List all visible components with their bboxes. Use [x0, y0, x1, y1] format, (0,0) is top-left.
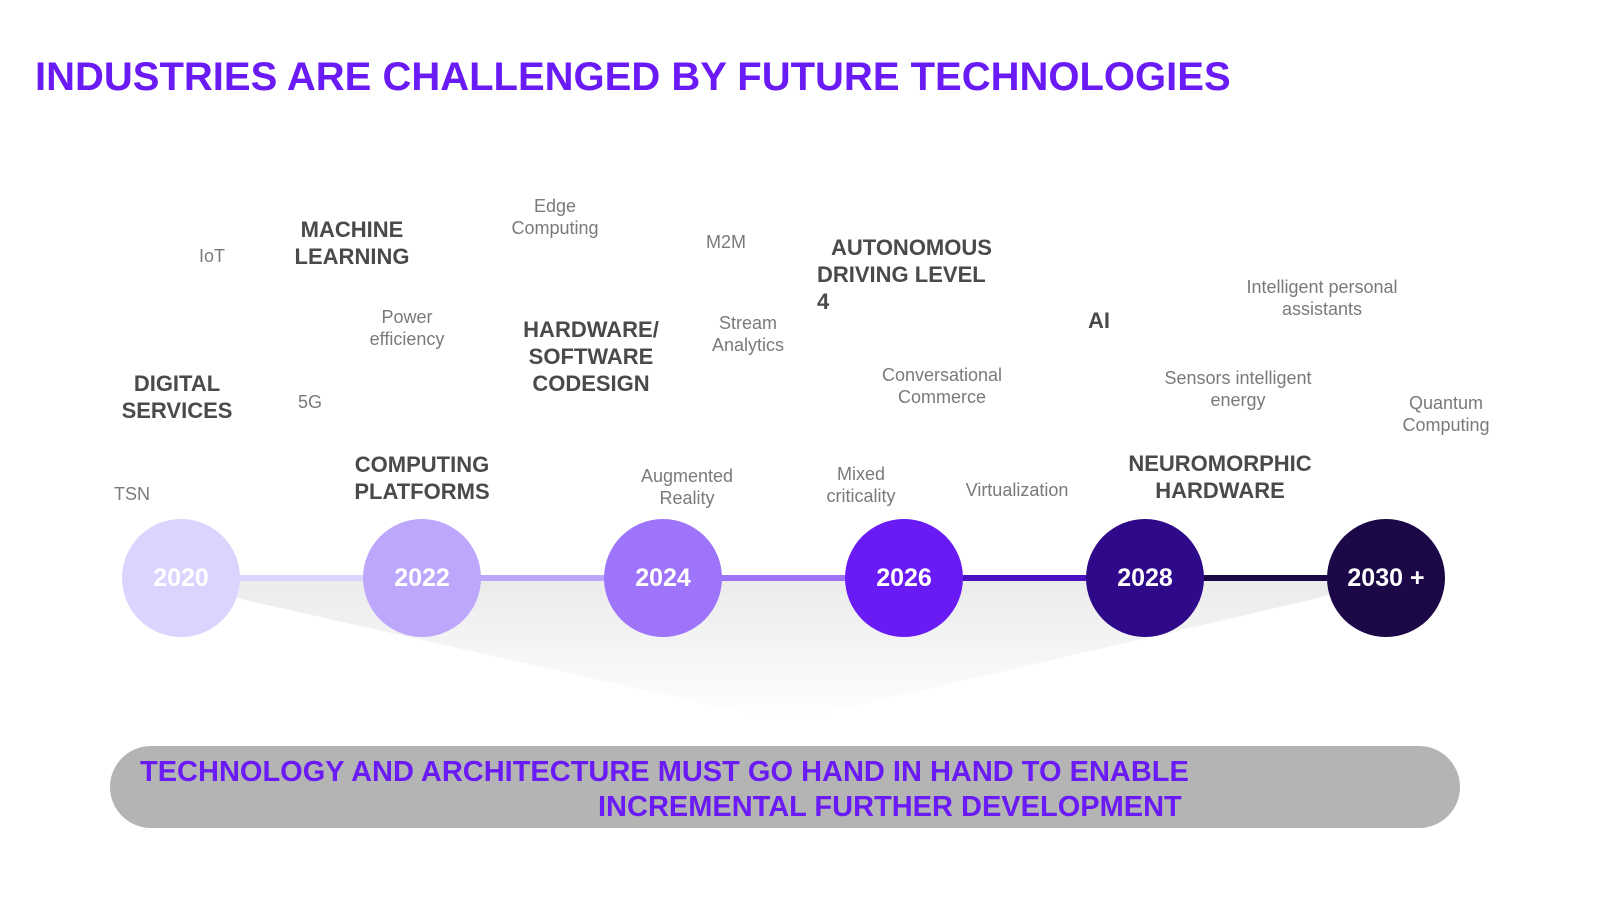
- year-label: 2020: [153, 563, 209, 592]
- label-machine-learning: MACHINE LEARNING: [295, 216, 410, 270]
- year-label: 2030 +: [1347, 563, 1425, 592]
- label-line: Commerce: [897, 387, 987, 407]
- label-line: MACHINE: [300, 217, 404, 242]
- label-line: Computing: [511, 218, 599, 238]
- label-m2m: M2M: [706, 231, 746, 253]
- conclusion-banner: [110, 746, 1460, 828]
- label-line: NEUROMORPHIC: [1128, 451, 1312, 476]
- label-stream-analytics: Stream Analytics: [712, 312, 784, 356]
- label-line: AUTONOMOUS: [831, 235, 992, 260]
- year-label: 2028: [1117, 563, 1173, 592]
- label-line: SOFTWARE: [528, 344, 654, 369]
- label-line: Intelligent personal: [1246, 277, 1398, 297]
- label-sensors-energy: Sensors intelligent energy: [1164, 367, 1311, 411]
- label-mixed-criticality: Mixed criticality: [826, 463, 895, 507]
- label-text: Virtualization: [965, 480, 1069, 500]
- label-conversational-commerce: Conversational Commerce: [882, 364, 1002, 408]
- label-line: Reality: [659, 488, 715, 508]
- label-edge-computing: Edge Computing: [511, 195, 598, 239]
- label-line: Quantum: [1408, 393, 1484, 413]
- timeline-track-2: [421, 575, 662, 581]
- label-computing-platforms: COMPUTING PLATFORMS: [354, 451, 489, 505]
- label-line: LEARNING: [294, 244, 410, 269]
- label-text: 5G: [297, 392, 323, 412]
- label-line: efficiency: [369, 329, 445, 349]
- year-node-2022: 2022: [363, 519, 481, 637]
- label-line: SERVICES: [121, 398, 233, 423]
- label-line: Edge: [533, 196, 577, 216]
- timeline-track-5: [1144, 575, 1385, 581]
- label-iot: IoT: [199, 245, 225, 267]
- label-virtualization: Virtualization: [966, 479, 1069, 501]
- label-line: DIGITAL: [133, 371, 221, 396]
- label-line: Analytics: [711, 335, 785, 355]
- label-line: HARDWARE: [1155, 478, 1285, 503]
- label-line: Mixed: [836, 464, 886, 484]
- label-line: COMPUTING: [354, 452, 490, 477]
- banner-text-line-1: TECHNOLOGY AND ARCHITECTURE MUST GO HAND…: [140, 756, 1189, 788]
- label-line: PLATFORMS: [354, 479, 490, 504]
- page-title: INDUSTRIES ARE CHALLENGED BY FUTURE TECH…: [35, 55, 1231, 99]
- year-node-2024: 2024: [604, 519, 722, 637]
- banner-text-line-2: INCREMENTAL FURTHER DEVELOPMENT: [598, 791, 1182, 823]
- label-line: Conversational: [881, 365, 1003, 385]
- label-line: CODESIGN: [532, 371, 650, 396]
- label-hw-sw-codesign: HARDWARE/ SOFTWARE CODESIGN: [523, 316, 659, 397]
- label-line: 4: [817, 289, 830, 314]
- label-line: Stream: [718, 313, 778, 333]
- year-label: 2026: [876, 563, 932, 592]
- label-augmented-reality: Augmented Reality: [641, 465, 733, 509]
- label-5g: 5G: [298, 391, 322, 413]
- year-node-2030: 2030 +: [1327, 519, 1445, 637]
- label-line: HARDWARE/: [523, 317, 659, 342]
- year-label: 2022: [394, 563, 450, 592]
- year-node-2026: 2026: [845, 519, 963, 637]
- label-quantum-computing: Quantum Computing: [1402, 392, 1489, 436]
- timeline-track-1: [180, 575, 421, 581]
- label-neuromorphic-hardware: NEUROMORPHIC HARDWARE: [1128, 450, 1311, 504]
- label-text: M2M: [706, 232, 746, 252]
- label-line: assistants: [1281, 299, 1363, 319]
- label-text: IoT: [198, 246, 226, 266]
- label-text: TSN: [114, 484, 150, 504]
- label-line: Sensors intelligent: [1164, 368, 1312, 388]
- label-line: energy: [1210, 390, 1266, 410]
- year-label: 2024: [635, 563, 691, 592]
- label-line: criticality: [826, 486, 896, 506]
- label-line: Power: [381, 307, 433, 327]
- label-digital-services: DIGITAL SERVICES: [122, 370, 233, 424]
- timeline-track-3: [662, 575, 903, 581]
- label-line: Computing: [1402, 415, 1490, 435]
- label-text: AI: [1088, 308, 1110, 333]
- label-autonomous-driving: AUTONOMOUS DRIVING LEVEL 4: [817, 234, 992, 315]
- label-tsn: TSN: [114, 483, 150, 505]
- label-power-efficiency: Power efficiency: [370, 306, 445, 350]
- timeline-track-4: [903, 575, 1144, 581]
- year-node-2020: 2020: [122, 519, 240, 637]
- label-ai: AI: [1088, 307, 1110, 334]
- label-line: DRIVING LEVEL: [817, 262, 986, 287]
- label-line: Augmented: [640, 466, 734, 486]
- label-intelligent-assistants: Intelligent personal assistants: [1246, 276, 1397, 320]
- year-node-2028: 2028: [1086, 519, 1204, 637]
